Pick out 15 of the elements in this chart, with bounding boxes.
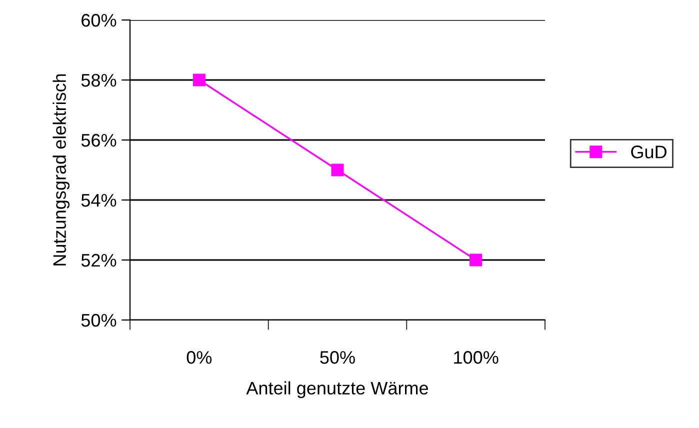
x-tick-label: 100% bbox=[454, 351, 498, 364]
y-tick-label: 54% bbox=[81, 194, 116, 207]
legend-label: GuD bbox=[631, 146, 666, 158]
point bbox=[331, 164, 344, 176]
y-tick-label: 58% bbox=[81, 74, 116, 87]
y-tick-label: 56% bbox=[81, 134, 116, 147]
point bbox=[192, 74, 206, 86]
point bbox=[470, 254, 482, 266]
y-tick-label: 50% bbox=[81, 314, 116, 327]
y-tick-label: 60% bbox=[82, 14, 116, 27]
x-tick-label: 0% bbox=[186, 351, 212, 364]
x-tick-label: 50% bbox=[320, 351, 355, 364]
x-axis-title: Anteil genutzte Wärme bbox=[246, 381, 428, 398]
y-axis-title: Nutzungsgrad elektrisch bbox=[52, 74, 70, 266]
y-tick-label: 52% bbox=[81, 254, 116, 267]
